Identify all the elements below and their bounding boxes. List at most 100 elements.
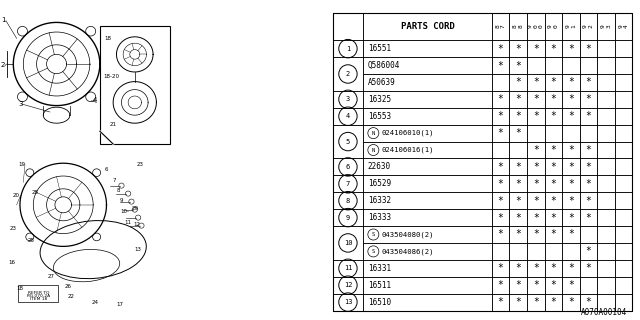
Text: Q586004: Q586004 (368, 61, 400, 70)
Bar (615, 40, 632, 57)
Text: 16529: 16529 (368, 179, 391, 188)
Text: 7: 7 (346, 181, 350, 187)
Text: 26: 26 (65, 284, 72, 289)
Bar (580, 40, 597, 57)
Bar (580, 277, 597, 294)
Bar (562, 12, 580, 40)
Text: *: * (515, 60, 521, 70)
Bar (364, 74, 492, 91)
Bar (100, 26, 170, 144)
Bar (492, 91, 509, 108)
Bar (615, 12, 632, 40)
Bar (545, 243, 562, 260)
Bar (492, 158, 509, 175)
Bar (509, 243, 527, 260)
Text: *: * (550, 111, 556, 121)
Text: *: * (532, 196, 539, 206)
Text: N: N (372, 148, 375, 153)
Bar (562, 141, 580, 158)
Bar (562, 91, 580, 108)
Text: *: * (515, 179, 521, 189)
Text: *: * (586, 196, 591, 206)
Text: *: * (550, 77, 556, 87)
Bar (562, 226, 580, 243)
Bar (527, 243, 545, 260)
Text: *: * (586, 246, 591, 256)
Text: *: * (497, 179, 504, 189)
Text: *: * (497, 212, 504, 223)
Bar (597, 277, 615, 294)
Bar (492, 141, 509, 158)
Bar (597, 294, 615, 310)
Text: *: * (568, 297, 574, 307)
Bar (562, 260, 580, 277)
Text: 8: 8 (346, 198, 350, 204)
Text: 8
7: 8 7 (495, 25, 506, 28)
Bar (580, 74, 597, 91)
Bar (509, 108, 527, 125)
Text: *: * (568, 162, 574, 172)
Text: *: * (532, 179, 539, 189)
Text: *: * (532, 297, 539, 307)
Bar (562, 243, 580, 260)
Bar (580, 294, 597, 310)
Bar (562, 192, 580, 209)
Bar (597, 260, 615, 277)
Bar (509, 141, 527, 158)
Bar (527, 277, 545, 294)
Bar (580, 226, 597, 243)
Bar (527, 141, 545, 158)
Text: *: * (497, 94, 504, 104)
Bar (580, 209, 597, 226)
Bar (333, 91, 364, 108)
Text: *: * (532, 94, 539, 104)
Text: 23: 23 (10, 227, 17, 231)
Text: 043504080(2): 043504080(2) (382, 231, 435, 238)
Bar (509, 12, 527, 40)
Bar (597, 108, 615, 125)
Text: 21: 21 (110, 122, 117, 127)
Text: 28: 28 (31, 189, 38, 195)
Bar (545, 175, 562, 192)
Bar (492, 12, 509, 40)
Bar (364, 125, 492, 141)
Text: 043504086(2): 043504086(2) (382, 248, 435, 255)
Text: 8: 8 (116, 188, 120, 193)
Bar (333, 175, 364, 192)
Bar (545, 226, 562, 243)
Bar (545, 108, 562, 125)
Text: 16325: 16325 (368, 95, 391, 104)
Bar (615, 260, 632, 277)
Text: 12: 12 (133, 221, 140, 227)
Bar (509, 294, 527, 310)
Bar (492, 192, 509, 209)
Text: *: * (586, 263, 591, 273)
Text: 3: 3 (19, 100, 23, 107)
Text: *: * (515, 297, 521, 307)
Bar (509, 125, 527, 141)
Text: *: * (515, 162, 521, 172)
Bar (527, 260, 545, 277)
Text: 9: 9 (120, 198, 124, 203)
Bar (545, 125, 562, 141)
Text: 22: 22 (68, 294, 75, 299)
Text: *: * (532, 280, 539, 290)
Text: S: S (372, 232, 375, 237)
Text: 18: 18 (17, 285, 24, 291)
Bar (615, 294, 632, 310)
Bar (492, 209, 509, 226)
Bar (364, 226, 492, 243)
Text: *: * (550, 162, 556, 172)
Text: *: * (515, 280, 521, 290)
Bar (364, 294, 492, 310)
Text: *: * (550, 280, 556, 290)
Text: 2: 2 (1, 62, 5, 68)
Bar (615, 192, 632, 209)
Text: *: * (550, 212, 556, 223)
Text: 16332: 16332 (368, 196, 391, 205)
Text: 8
8: 8 8 (513, 25, 524, 28)
Bar (597, 192, 615, 209)
Bar (509, 57, 527, 74)
Text: *: * (568, 94, 574, 104)
Bar (509, 260, 527, 277)
